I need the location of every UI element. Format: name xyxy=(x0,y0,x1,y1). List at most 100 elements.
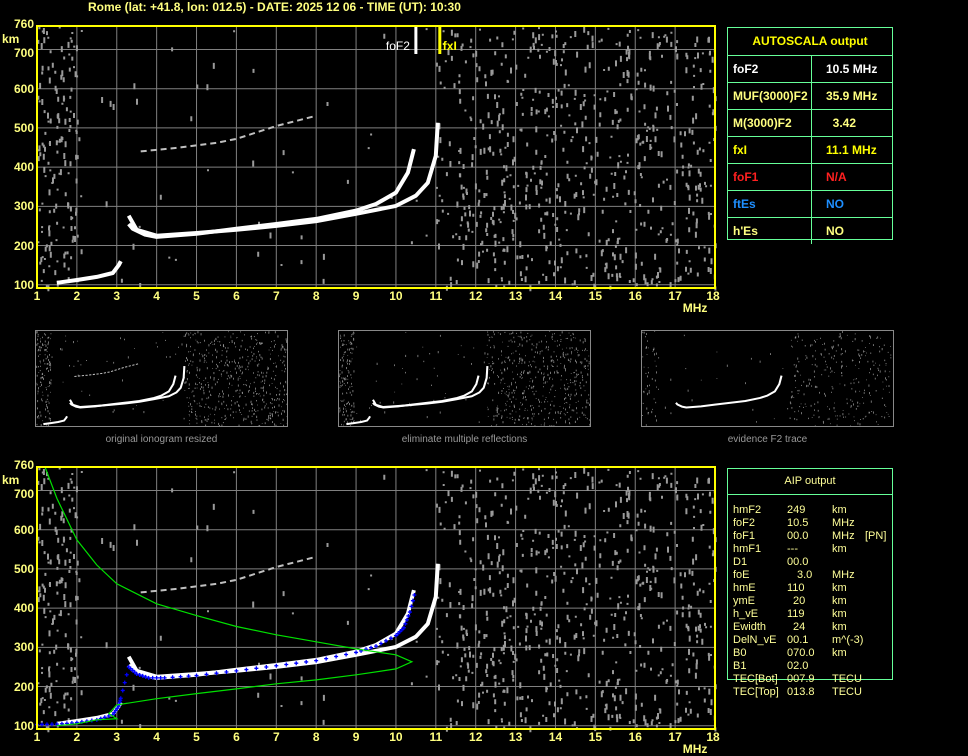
multiple-reflection-trace xyxy=(74,363,140,377)
aip-param: ymE xyxy=(733,595,755,607)
aip-unit: TECU xyxy=(832,673,862,685)
aip-param: hmF2 xyxy=(733,504,762,516)
aip-unit: m^(-3) xyxy=(832,634,864,646)
y-axis-unit: km xyxy=(2,31,20,46)
y-tick-label: 100 xyxy=(13,277,34,292)
y-tick-label: 600 xyxy=(13,81,34,96)
x-tick-label: 3 xyxy=(113,289,121,303)
aip-row: hmF1 --- km xyxy=(733,543,893,556)
aip-param: TEC[Top] xyxy=(733,686,779,698)
x-tick-label: 5 xyxy=(193,289,200,303)
aip-value: 110 xyxy=(787,582,805,594)
x-tick-label: 18 xyxy=(706,289,720,303)
x-tick-label: 12 xyxy=(469,289,483,303)
x-tick-label: 8 xyxy=(312,730,320,744)
x-tick-label: 17 xyxy=(668,289,682,303)
x-tick-label: 2 xyxy=(73,730,81,744)
y-tick-label: 200 xyxy=(13,679,34,694)
x-tick-label: 10 xyxy=(389,289,403,303)
aip-param: Ewidth xyxy=(733,621,767,633)
aip-param: TEC[Bot] xyxy=(733,673,778,685)
aip-value: --- xyxy=(787,543,798,555)
aip-value: 119 xyxy=(787,608,805,620)
y-tick-label: 700 xyxy=(13,46,34,60)
page-title: Rome (lat: +41.8, lon: 012.5) - DATE: 20… xyxy=(88,0,461,14)
e-layer-trace xyxy=(43,415,68,426)
x-tick-label: 16 xyxy=(628,289,642,303)
y-tick-label: 760 xyxy=(13,17,34,31)
y-tick-label: 400 xyxy=(13,601,34,616)
y-tick-label: 500 xyxy=(13,120,34,135)
thumbnail-original xyxy=(35,330,288,427)
f2-extraordinary-trace xyxy=(126,122,440,238)
aip-unit: MHz xyxy=(832,517,855,529)
autoscala-value: NO xyxy=(826,197,844,211)
ionogram-aip xyxy=(35,466,717,733)
f2-ordinary-trace xyxy=(675,375,783,409)
autoscala-row: MUF(3000)F2 35.9 MHz xyxy=(728,83,892,110)
noise-dots xyxy=(339,331,590,426)
aip-unit: km xyxy=(832,543,847,555)
aip-row: ymE 20 km xyxy=(733,595,893,608)
x-tick-label: 10 xyxy=(389,730,403,744)
aip-param: B0 xyxy=(733,647,747,659)
grid xyxy=(36,26,716,288)
plot-frame xyxy=(36,466,716,730)
aip-row: h_vE 119 km xyxy=(733,608,893,621)
y-tick-label: 500 xyxy=(13,561,34,576)
aip-title: AIP output xyxy=(728,469,892,495)
x-tick-label: 18 xyxy=(706,730,720,744)
f2-extraordinary-trace xyxy=(69,366,186,409)
autoscala-param: fxI xyxy=(728,137,812,163)
thumbnail-plot xyxy=(36,331,287,426)
aip-row: TEC[Top] 013.8 TECU xyxy=(733,686,893,699)
x-tick-label: 13 xyxy=(508,730,523,744)
thumbnail-plot xyxy=(339,331,590,426)
aip-unit: km xyxy=(832,504,847,516)
plot-frame xyxy=(36,25,716,289)
aip-unit: TECU xyxy=(832,686,862,698)
aip-value: 007.9 xyxy=(787,673,815,685)
autoscala-row: foF1 N/A xyxy=(728,164,892,191)
x-tick-label: 9 xyxy=(352,289,360,303)
autoscala-value: N/A xyxy=(826,170,847,184)
aip-unit: MHz xyxy=(832,530,855,542)
x-tick-label: 6 xyxy=(233,730,240,744)
thumbnail-caption: eliminate multiple reflections xyxy=(401,434,528,445)
autoscala-param: M(3000)F2 xyxy=(728,110,812,136)
thumbnail-f2-evidence xyxy=(641,330,894,427)
x-tick-label: 8 xyxy=(312,289,320,303)
autoscala-value: 10.5 MHz xyxy=(826,62,878,76)
f2-ordinary-trace xyxy=(127,148,416,239)
x-tick-label: 4 xyxy=(153,730,160,744)
thumbnail-plot xyxy=(642,331,892,426)
autoscala-row: foF2 10.5 MHz xyxy=(728,56,892,83)
aip-unit: km xyxy=(832,647,847,659)
aip-value: 013.8 xyxy=(787,686,815,698)
marker-label: foF2 xyxy=(386,39,410,53)
aip-value: 00.1 xyxy=(787,634,809,646)
aip-param: h_vE xyxy=(733,608,759,620)
autoscala-row: ftEs NO xyxy=(728,191,892,218)
aip-row: Ewidth 24 km xyxy=(733,621,893,634)
x-tick-label: 7 xyxy=(272,730,280,744)
aip-row: foF2 10.5 MHz xyxy=(733,517,893,530)
autoscala-row: fxI 11.1 MHz xyxy=(728,137,892,164)
x-tick-label: 14 xyxy=(548,289,563,303)
x-tick-label: 13 xyxy=(508,289,523,303)
thumbnail-no-multiples xyxy=(338,330,591,427)
aip-param: DelN_vE xyxy=(733,634,777,646)
aip-param: hmF1 xyxy=(733,543,762,555)
f2-extraordinary-trace xyxy=(372,366,489,409)
x-tick-label: 3 xyxy=(113,730,121,744)
aip-row: B1 02.0 xyxy=(733,660,893,673)
multiple-reflection-trace xyxy=(140,114,317,153)
aip-panel: AIP output xyxy=(727,468,893,680)
autoscala-row: h'Es NO xyxy=(728,218,892,244)
aip-row: DelN_vE 00.1 m^(-3) xyxy=(733,634,893,647)
x-axis-unit: MHz xyxy=(682,301,708,315)
autoscala-param: ftEs xyxy=(728,191,812,217)
aip-value: 10.5 xyxy=(787,517,809,529)
x-tick-label: 17 xyxy=(668,730,682,744)
x-tick-label: 12 xyxy=(469,730,483,744)
